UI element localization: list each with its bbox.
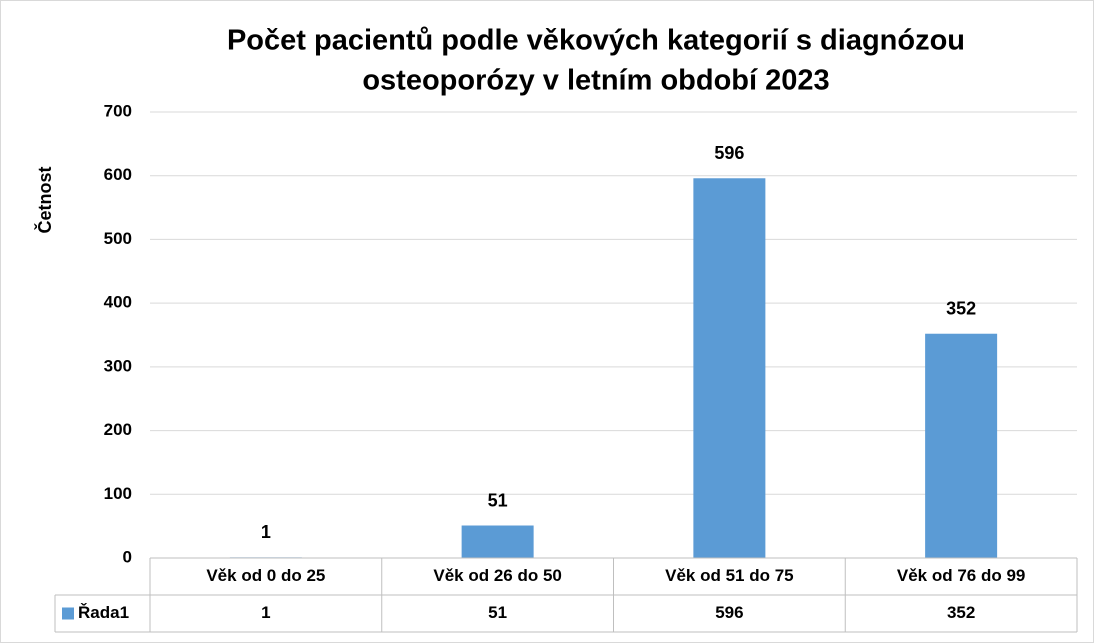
x-tick-label: Věk od 0 do 25	[206, 566, 325, 585]
table-value: 352	[947, 603, 975, 622]
bar	[693, 178, 766, 558]
table-value: 51	[488, 603, 507, 622]
y-axis-label: Četnost	[34, 166, 55, 233]
y-tick-label: 300	[104, 356, 132, 375]
x-tick-label: Věk od 51 do 75	[665, 566, 794, 585]
data-label: 352	[946, 298, 976, 318]
legend-key	[62, 607, 74, 620]
table-value: 596	[715, 603, 743, 622]
table-value: 1	[261, 603, 270, 622]
bar	[925, 333, 998, 558]
x-tick-label: Věk od 26 do 50	[433, 566, 562, 585]
y-tick-label: 500	[104, 229, 132, 248]
y-tick-label: 200	[104, 420, 132, 439]
legend-label: Řada1	[78, 603, 129, 622]
y-tick-label: 600	[104, 165, 132, 184]
data-label: 596	[714, 143, 744, 163]
y-tick-label: 0	[123, 547, 132, 566]
bar	[461, 525, 534, 558]
y-tick-label: 400	[104, 293, 132, 312]
x-tick-label: Věk od 76 do 99	[897, 566, 1026, 585]
chart-title: osteoporózy v letním období 2023	[362, 65, 829, 97]
y-tick-label: 700	[104, 101, 132, 120]
data-label: 51	[488, 490, 508, 510]
data-label: 1	[261, 522, 271, 542]
y-tick-label: 100	[104, 484, 132, 503]
chart-title: Počet pacientů podle věkových kategorií …	[227, 25, 965, 57]
